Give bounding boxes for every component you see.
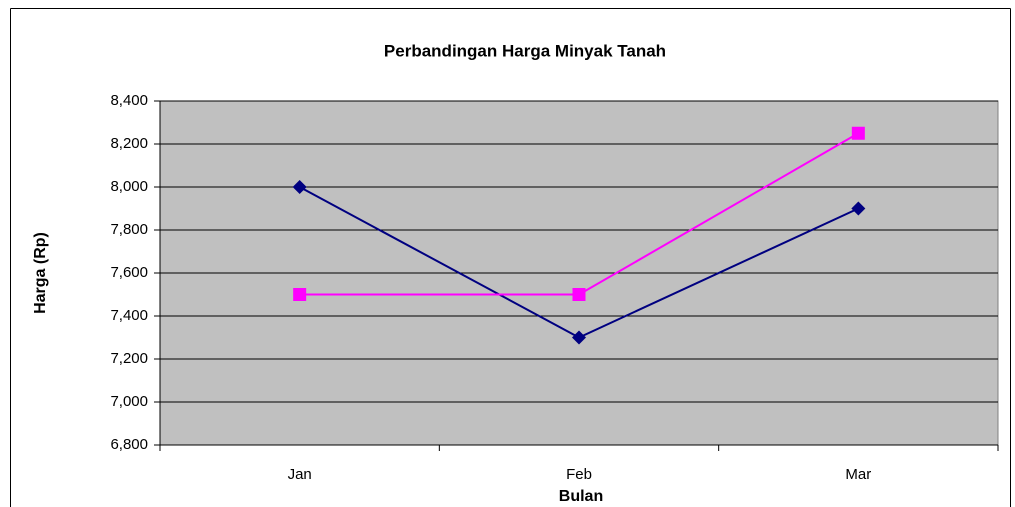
y-tick-label: 8,200 <box>110 135 148 152</box>
x-axis-label: Bulan <box>559 488 603 505</box>
y-tick-label: 8,400 <box>110 92 148 109</box>
y-axis-label: Harga (Rp) <box>32 232 49 314</box>
x-tick-label: Mar <box>845 466 871 483</box>
marker <box>851 126 865 140</box>
y-tick-label: 7,200 <box>110 350 148 367</box>
y-tick-label: 7,600 <box>110 264 148 281</box>
y-tick-label: 8,000 <box>110 178 148 195</box>
marker <box>572 330 586 345</box>
x-tick-label: Feb <box>566 466 592 483</box>
y-tick-label: 7,800 <box>110 221 148 238</box>
marker <box>572 288 586 301</box>
marker <box>293 288 307 301</box>
y-tick-label: 6,800 <box>110 436 148 453</box>
chart-title: Perbandingan Harga Minyak Tanah <box>384 41 666 60</box>
y-tick-label: 7,000 <box>110 393 148 410</box>
marker <box>292 180 307 194</box>
marker <box>851 201 866 216</box>
x-tick-label: Jan <box>288 466 312 483</box>
y-tick-label: 7,400 <box>110 307 148 324</box>
